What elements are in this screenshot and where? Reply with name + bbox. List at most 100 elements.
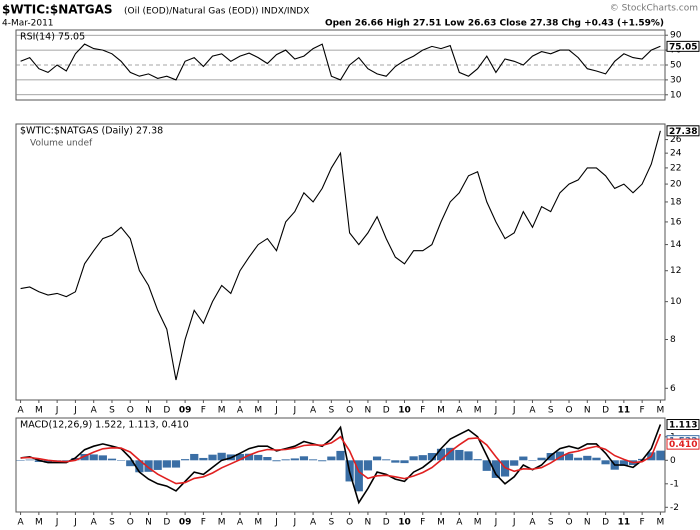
x-tick-label: A [310,518,317,528]
histogram-bar [327,456,336,461]
series-line [20,424,662,505]
y-tick-label: 50 [670,61,682,71]
x-tick-label: M [35,518,43,528]
x-tick-label: S [548,406,554,416]
x-tick-label: F [201,518,206,528]
x-tick-label: J [73,406,77,416]
date: 4-Mar-2011 [2,19,54,29]
histogram-bar [656,450,665,461]
histogram-bar [199,457,208,461]
histogram-bar [391,460,400,463]
x-tick-label: N [584,518,591,528]
x-tick-label: F [420,518,425,528]
histogram-bar [382,459,391,461]
histogram-bar [208,454,217,461]
x-tick-label: O [346,518,353,528]
x-tick-label: S [328,406,334,416]
x-tick-label: M [35,406,43,416]
histogram-bar [281,459,290,461]
histogram-bar [418,455,427,461]
series-line [20,130,661,381]
histogram-bar [619,460,628,466]
x-tick-label: N [584,406,591,416]
value-tag [666,438,700,450]
histogram-bar [16,460,25,461]
histogram-bar [537,457,546,461]
histogram-bar [446,447,455,461]
series-line [20,43,661,81]
x-tick-label: 10 [398,518,411,528]
x-tick-label: D [602,518,609,528]
value-tag [666,419,700,431]
histogram-bar [592,457,601,461]
histogram-bar [98,455,107,461]
value-tag [666,40,700,52]
histogram-bar [363,460,373,471]
quote: Open 26.66 High 27.51 Low 26.63 Close 27… [325,19,664,29]
x-tick-label: N [365,406,372,416]
x-tick-label: N [365,518,372,528]
y-tick-label: 24 [670,149,682,159]
histogram-bar [263,457,272,461]
histogram-bar [564,453,574,461]
x-tick-label: A [17,406,24,416]
y-tick-label: 18 [670,197,682,207]
x-tick-label: S [109,406,115,416]
histogram-bar [62,460,71,462]
credit: © StockCharts.com [610,4,698,14]
x-tick-label: J [292,518,296,528]
x-tick-label: D [163,406,170,416]
y-tick-label: 22 [670,163,681,173]
histogram-bar [180,459,190,461]
histogram-bar [400,460,409,464]
x-tick-label: A [529,406,536,416]
y-tick-label: 30 [670,75,682,85]
panel-label: MACD(12,26,9) 1.522, 1.113, 0.410 [20,420,189,431]
y-tick-label: 26 [670,135,682,145]
panel-sublabel: Volume undef [30,139,93,149]
y-tick-label: 14 [670,240,682,250]
histogram-bar [272,460,281,462]
histogram-bar [519,456,528,461]
x-tick-label: A [237,406,244,416]
y-tick-label: -2 [670,503,679,513]
histogram-bar [34,460,43,462]
description: (Oil (EOD)/Natural Gas (EOD)) INDX/INDX [124,7,309,17]
x-tick-label: F [201,406,206,416]
x-tick-label: A [456,518,463,528]
x-tick-label: M [254,406,262,416]
x-tick-label: J [512,518,516,528]
x-tick-label: O [346,406,353,416]
value-tag-label: 27.38 [669,127,697,137]
x-tick-label: D [383,518,390,528]
histogram-bar [354,460,363,492]
x-tick-label: F [640,518,645,528]
x-tick-label: N [145,518,152,528]
x-tick-label: S [109,518,115,528]
x-tick-label: J [55,406,59,416]
histogram-bar [162,460,171,468]
x-tick-label: 09 [179,518,192,528]
y-tick-label: 90 [670,31,682,41]
histogram-bar [455,449,464,461]
histogram-bar [43,460,53,463]
panel-label: RSI(14) 75.05 [20,32,85,43]
x-tick-label: A [529,518,536,528]
x-tick-label: S [328,518,334,528]
histogram-bar [510,460,519,466]
x-tick-label: J [494,518,498,528]
histogram-bar [80,453,89,461]
x-tick-label: F [640,406,645,416]
histogram-bar [372,456,382,461]
series-line [20,433,662,485]
histogram-bar [473,459,482,461]
histogram-bar [244,453,254,461]
histogram-bar [144,460,153,472]
histogram-bar [583,455,592,461]
x-tick-label: 11 [618,518,631,528]
histogram-bar [436,448,446,461]
y-tick-label: 12 [670,266,681,276]
histogram-bar [171,460,181,468]
